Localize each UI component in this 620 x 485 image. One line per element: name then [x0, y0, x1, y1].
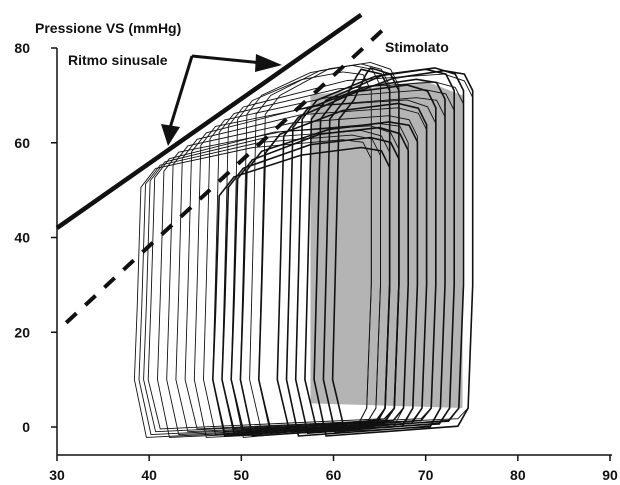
x-tick-label: 30 — [49, 467, 65, 483]
x-tick-label: 40 — [141, 467, 157, 483]
paced-pv-loop — [276, 84, 437, 432]
paced-pv-loop — [331, 66, 400, 432]
y-tick-label: 60 — [14, 135, 30, 151]
arrow-line — [168, 55, 194, 129]
paced-pv-loop — [239, 121, 419, 437]
sinusal-espvr-line — [55, 12, 363, 230]
arrow-line — [191, 54, 263, 65]
paced-pv-loop — [304, 67, 465, 432]
y-tick-label: 40 — [14, 230, 30, 246]
paced-pv-loop — [230, 126, 409, 432]
y-axis-title: Pressione VS (mmHg) — [35, 20, 181, 36]
y-tick-label: 80 — [14, 40, 30, 56]
arrow-head — [161, 124, 180, 146]
paced-pv-loop — [313, 69, 474, 437]
sinusal-pv-loop — [230, 71, 372, 438]
paced-pv-loop — [257, 102, 428, 435]
x-tick-label: 80 — [510, 467, 526, 483]
annotation-ritmo-sinusale: Ritmo sinusale — [68, 52, 168, 68]
paced-pv-loop — [322, 68, 391, 435]
x-tick-label: 90 — [602, 467, 618, 483]
x-tick-label: 60 — [326, 467, 342, 483]
y-tick-label: 20 — [14, 324, 30, 340]
paced-espvr-line — [64, 22, 391, 325]
x-tick-label: 70 — [418, 467, 434, 483]
arrow-head — [255, 54, 282, 72]
x-tick-label: 50 — [234, 467, 250, 483]
y-tick-label: 0 — [22, 419, 30, 435]
paced-pv-loop — [285, 78, 446, 437]
annotation-stimolato: Stimolato — [385, 39, 449, 55]
